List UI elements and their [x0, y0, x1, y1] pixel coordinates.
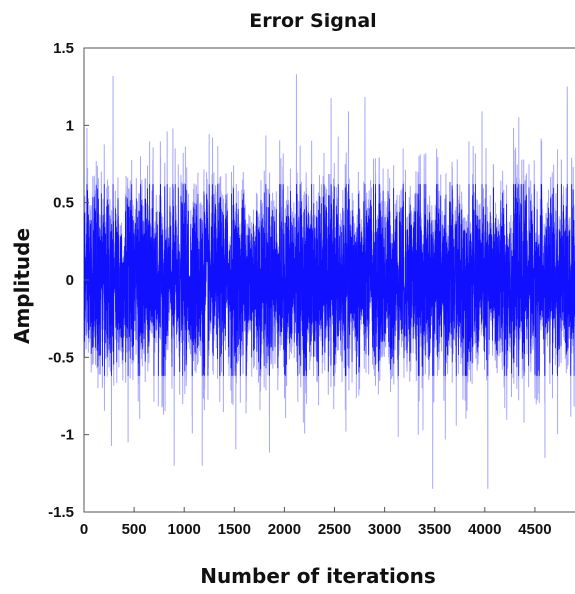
y-axis-ticks: 1.5 1 0.5 0 -0.5 -1 -1.5	[48, 40, 89, 521]
x-tick-label: 3500	[418, 521, 451, 538]
y-tick-label: -1	[61, 427, 74, 444]
x-tick-label: 500	[122, 521, 147, 538]
x-axis-label: Number of iterations	[200, 564, 436, 588]
x-tick-label: 3000	[368, 521, 401, 538]
x-tick-label: 1500	[218, 521, 251, 538]
error-signal-series	[84, 184, 575, 376]
y-tick-label: 0	[66, 272, 74, 289]
y-tick-label: -1.5	[48, 504, 74, 521]
x-tick-label: 1000	[168, 521, 201, 538]
plot-area	[83, 47, 575, 513]
x-axis-ticks: 0 500 1000 1500 2000 2500 3000 3500 4000 4500	[80, 507, 552, 538]
y-tick-label: 0.5	[53, 195, 74, 212]
y-tick-label: 1	[66, 117, 74, 134]
y-axis-label: Amplitude	[10, 228, 34, 344]
x-tick-label: 2000	[268, 521, 301, 538]
chart-title: Error Signal	[249, 10, 376, 32]
x-tick-label: 0	[80, 521, 88, 538]
y-tick-label: 1.5	[53, 40, 74, 57]
x-tick-label: 2500	[318, 521, 351, 538]
y-tick-label: -0.5	[48, 349, 74, 366]
x-tick-label: 4500	[518, 521, 551, 538]
x-tick-label: 4000	[468, 521, 501, 538]
